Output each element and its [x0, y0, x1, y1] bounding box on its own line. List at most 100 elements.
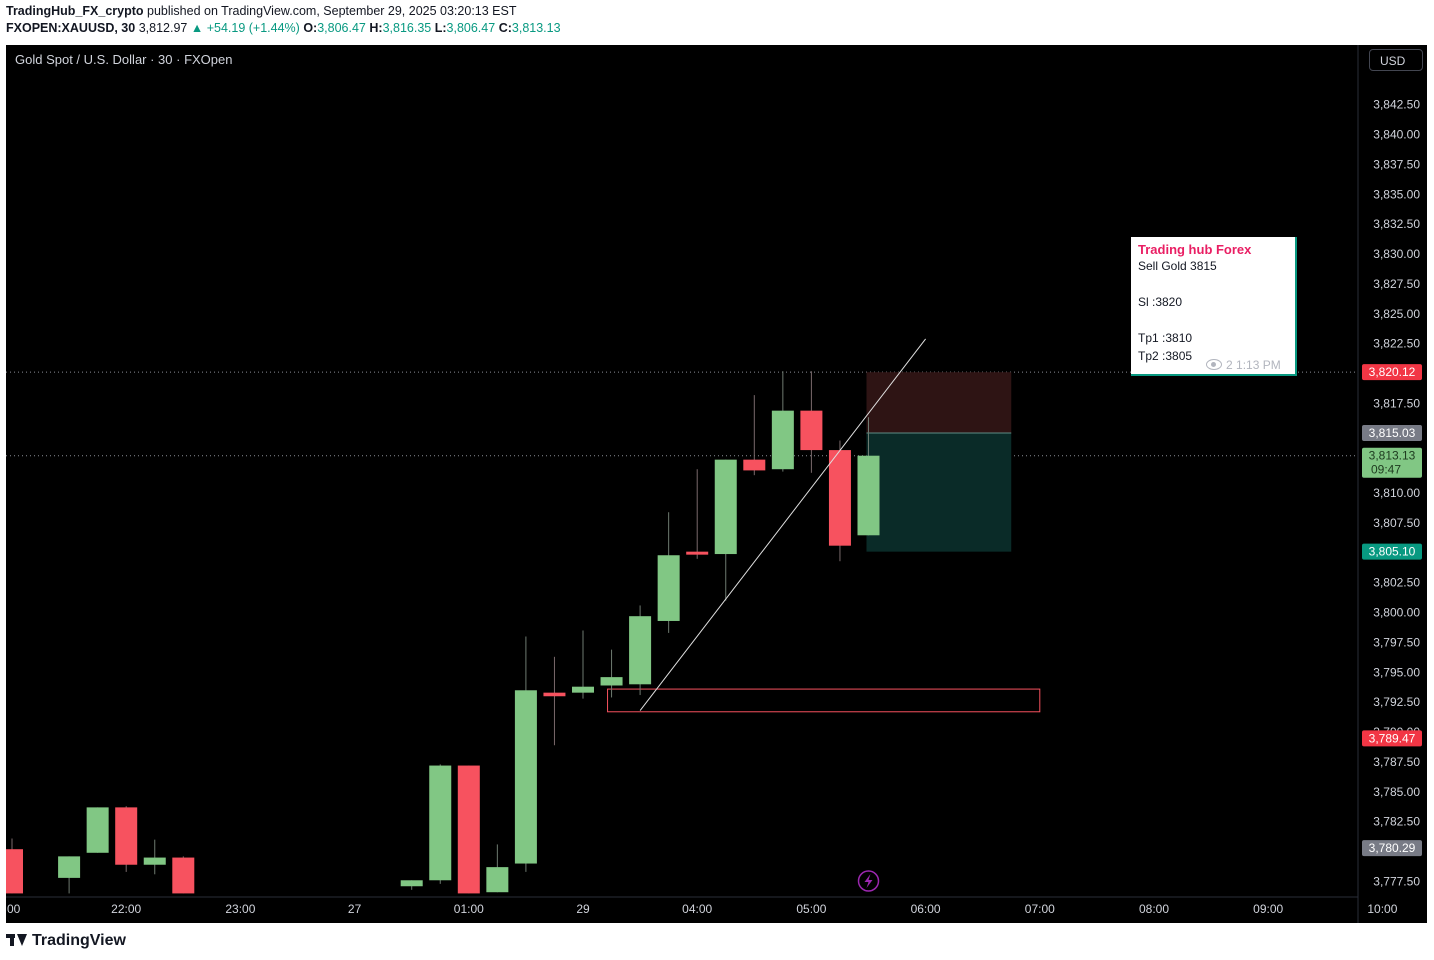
- eye-icon: [1206, 359, 1222, 370]
- tradingview-logo[interactable]: TradingView: [6, 932, 126, 950]
- y-tick-label: 3,787.50: [1373, 755, 1420, 769]
- price-label-box: [1362, 730, 1422, 747]
- note-time: 1:13 PM: [1236, 358, 1281, 372]
- open-value: 3,806.47: [317, 21, 366, 35]
- y-tick-label: 3,817.50: [1373, 396, 1420, 410]
- candle-body: [657, 555, 680, 621]
- chart-pane[interactable]: 3,842.50 3,840.00 3,837.50 3,835.00 3,832.50…: [6, 45, 1427, 923]
- y-tick-label: 3,782.50: [1373, 815, 1420, 829]
- x-tick-label: 22:00: [111, 902, 141, 916]
- candle-body: [543, 692, 566, 697]
- y-tick-label: 3,810.00: [1373, 486, 1420, 500]
- y-tick-label: 3,842.50: [1373, 98, 1420, 112]
- lightning-icon-bolt: [864, 874, 873, 888]
- note-spacer: [1138, 275, 1295, 293]
- ticker: FXOPEN:XAUUSD, 30: [6, 21, 136, 35]
- x-tick-label: :00: [6, 902, 21, 916]
- note-line-sl: Sl :3820: [1138, 295, 1183, 309]
- author-name[interactable]: TradingHub_FX_crypto: [6, 4, 144, 18]
- change-up-icon: ▲: [190, 21, 204, 35]
- candle-body: [714, 459, 737, 555]
- candle-body: [514, 690, 537, 864]
- note-meta: 2 1:13 PM: [1206, 358, 1281, 372]
- price-label-box: [1362, 425, 1422, 442]
- price-label-box: [1362, 364, 1422, 381]
- x-tick-label: 04:00: [682, 902, 712, 916]
- note-spacer: [1138, 311, 1295, 329]
- take-profit-zone: [866, 433, 1012, 552]
- y-tick-label: 3,785.00: [1373, 785, 1420, 799]
- published-text: published on TradingView.com, September …: [147, 4, 517, 18]
- y-tick-label: 3,827.50: [1373, 277, 1420, 291]
- x-tick-label: 06:00: [911, 902, 941, 916]
- open-label: O:: [303, 21, 318, 35]
- price-label-stop: 3,789.47: [1362, 730, 1422, 747]
- price-label-stop: 3,820.12: [1362, 364, 1422, 381]
- currency-button[interactable]: USD: [1369, 49, 1423, 71]
- price-label-sub: 09:47: [1371, 463, 1401, 477]
- y-tick-label: 3,800.00: [1373, 606, 1420, 620]
- x-tick-label: 05:00: [796, 902, 826, 916]
- candle-body: [800, 410, 823, 451]
- change: +54.19 (+1.44%): [206, 21, 300, 35]
- candle-body: [771, 410, 794, 470]
- high-value: 3,816.35: [382, 21, 432, 35]
- note-views: 2: [1226, 358, 1233, 372]
- x-tick-label: 10:00: [1367, 902, 1397, 916]
- x-tick-label: 09:00: [1253, 902, 1283, 916]
- note-line-tp2: Tp2 :3805: [1138, 349, 1193, 363]
- y-tick-label: 3,792.50: [1373, 695, 1420, 709]
- candle-body: [629, 616, 652, 685]
- x-tick-label: 27: [348, 902, 362, 916]
- y-tick-label: 3,837.50: [1373, 157, 1420, 171]
- price-label-box: [1362, 543, 1422, 560]
- candle-body: [600, 677, 623, 686]
- note-line-tp1: Tp1 :3810: [1138, 331, 1193, 345]
- y-tick-label: 3,777.50: [1373, 874, 1420, 888]
- y-tick-label: 3,807.50: [1373, 516, 1420, 530]
- candle-body: [400, 880, 423, 887]
- low-value: 3,806.47: [446, 21, 496, 35]
- trade-note[interactable]: Trading hub Forex Sell Gold 3815 Sl :382…: [1131, 237, 1297, 376]
- price-label-text: 3,805.10: [1369, 545, 1416, 559]
- candle-body: [572, 686, 594, 693]
- candle-body: [486, 867, 509, 893]
- y-tick-label: 3,832.50: [1373, 217, 1420, 231]
- price-label-box: [1362, 840, 1422, 857]
- price-label-text: 3,813.13: [1369, 449, 1416, 463]
- candle-body: [115, 807, 138, 865]
- close-value: 3,813.13: [511, 21, 561, 35]
- x-tick-label: 07:00: [1025, 902, 1055, 916]
- tv-logo-icon: [6, 934, 28, 946]
- price-label-text: 3,780.29: [1369, 841, 1416, 855]
- last-price: 3,812.97: [138, 21, 188, 35]
- price-label-entry: 3,815.03: [1362, 425, 1422, 442]
- candle-body: [857, 455, 880, 536]
- x-tick-label: 23:00: [225, 902, 255, 916]
- price-label-text: 3,789.47: [1369, 731, 1416, 745]
- candle-body: [457, 765, 480, 894]
- support-zone: [607, 688, 1041, 713]
- ohlc-bar: FXOPEN:XAUUSD, 30 3,812.97 ▲ +54.19 (+1.…: [6, 21, 561, 35]
- note-title: Trading hub Forex: [1138, 242, 1252, 257]
- price-label-box: [1362, 447, 1422, 478]
- y-tick-label: 3,830.00: [1373, 247, 1420, 261]
- lightning-icon: [857, 870, 880, 892]
- brand-name: TradingView: [32, 932, 126, 949]
- high-label: H:: [369, 21, 383, 35]
- y-tick-label: 3,825.00: [1373, 307, 1420, 321]
- candle-body: [172, 857, 195, 894]
- price-chart[interactable]: 3,842.50 3,840.00 3,837.50 3,835.00 3,832.50…: [6, 45, 1427, 923]
- candle-body: [828, 450, 851, 546]
- low-label: L:: [434, 21, 447, 35]
- price-label-target: 3,805.10: [1362, 543, 1422, 560]
- price-label-text: 3,815.03: [1369, 426, 1416, 440]
- candle-body: [58, 856, 81, 878]
- publish-info: TradingHub_FX_crypto published on Tradin…: [6, 4, 516, 18]
- x-tick-label: 29: [576, 902, 590, 916]
- candle-body: [686, 551, 709, 555]
- y-tick-label: 3,795.00: [1373, 665, 1420, 679]
- symbol-title: Gold Spot / U.S. Dollar · 30 · FXOpen: [15, 52, 233, 67]
- y-tick-label: 3,802.50: [1373, 576, 1420, 590]
